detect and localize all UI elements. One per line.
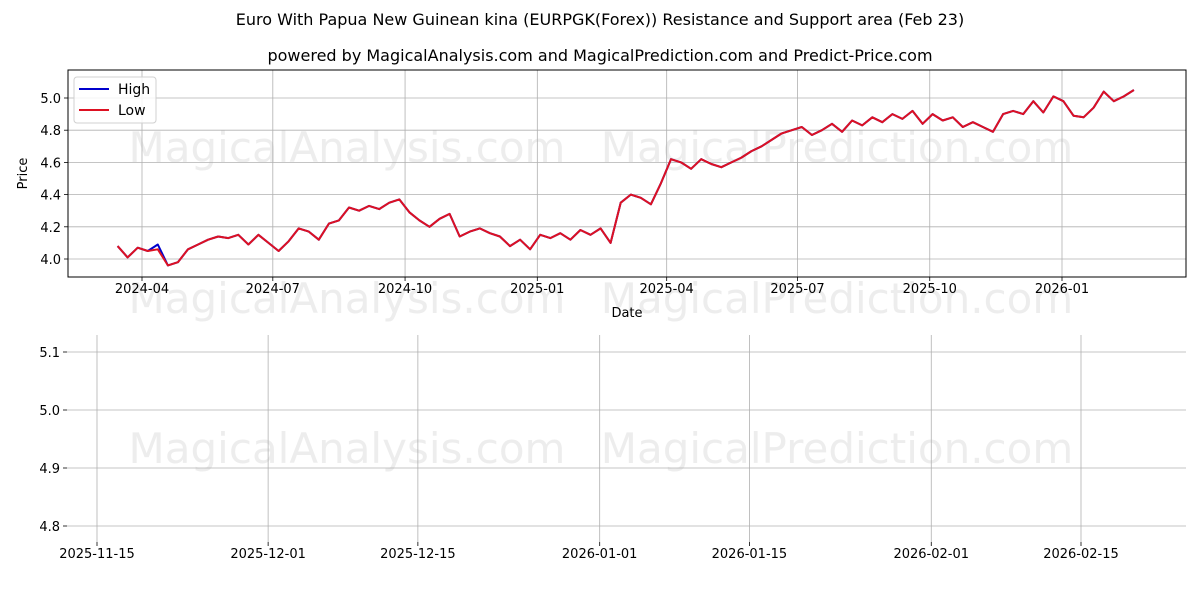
plot-frame [67, 69, 1187, 278]
y-tick-label: 5.0 [40, 92, 61, 107]
chart-subtitle: powered by MagicalAnalysis.com and Magic… [267, 46, 933, 65]
x-tick-label: 2025-10 [903, 282, 957, 297]
legend-label-high: High [118, 82, 150, 98]
watermark: MagicalPrediction.com [601, 424, 1074, 473]
series-high-line [116, 89, 1135, 267]
y-axis-label: Price [16, 158, 31, 190]
watermark: MagicalAnalysis.com [129, 274, 566, 323]
x-tick-label: 2025-12-15 [380, 547, 456, 562]
x-tick-label: 2026-01-01 [562, 547, 638, 562]
y-tick-label: 5.0 [39, 404, 60, 419]
chart-title: Euro With Papua New Guinean kina (EURPGK… [235, 10, 965, 29]
watermark: MagicalPrediction.com [601, 274, 1074, 323]
y-tick-label: 5.1 [39, 346, 60, 361]
watermark: MagicalAnalysis.com [129, 123, 566, 172]
x-axis-label: Date [611, 306, 642, 321]
y-tick-label: 4.8 [40, 124, 61, 139]
x-tick-label: 2025-07 [770, 282, 824, 297]
y-tick-label: 4.2 [40, 221, 61, 236]
x-tick-label: 2025-01 [510, 282, 564, 297]
legend-label-low: Low [118, 103, 146, 119]
watermark: MagicalAnalysis.com [129, 424, 566, 473]
x-tick-label: 2026-01-15 [712, 547, 788, 562]
x-tick-label: 2024-07 [246, 282, 300, 297]
y-tick-label: 4.0 [40, 253, 61, 268]
x-tick-label: 2026-02-15 [1043, 547, 1119, 562]
y-tick-label: 4.4 [40, 189, 61, 204]
y-tick-label: 4.9 [39, 462, 60, 477]
x-tick-label: 2026-02-01 [893, 547, 969, 562]
grid [64, 70, 1186, 281]
grid [63, 335, 1186, 546]
x-tick-label: 2025-12-01 [230, 547, 306, 562]
x-tick-label: 2026-01 [1035, 282, 1089, 297]
x-tick-label: 2024-04 [115, 282, 169, 297]
x-tick-label: 2025-04 [640, 282, 694, 297]
chart-panel-2: MagicalAnalysis.com MagicalPrediction.com… [39, 335, 1186, 562]
chart-panel-1: MagicalAnalysis.com MagicalPrediction.com… [16, 69, 1187, 323]
y-tick-label: 4.6 [40, 156, 61, 171]
y-tick-label: 4.8 [39, 520, 60, 535]
legend: High Low [73, 76, 157, 124]
x-tick-label: 2024-10 [378, 282, 432, 297]
x-tick-label: 2025-11-15 [59, 547, 135, 562]
series-low-line [116, 89, 1135, 267]
